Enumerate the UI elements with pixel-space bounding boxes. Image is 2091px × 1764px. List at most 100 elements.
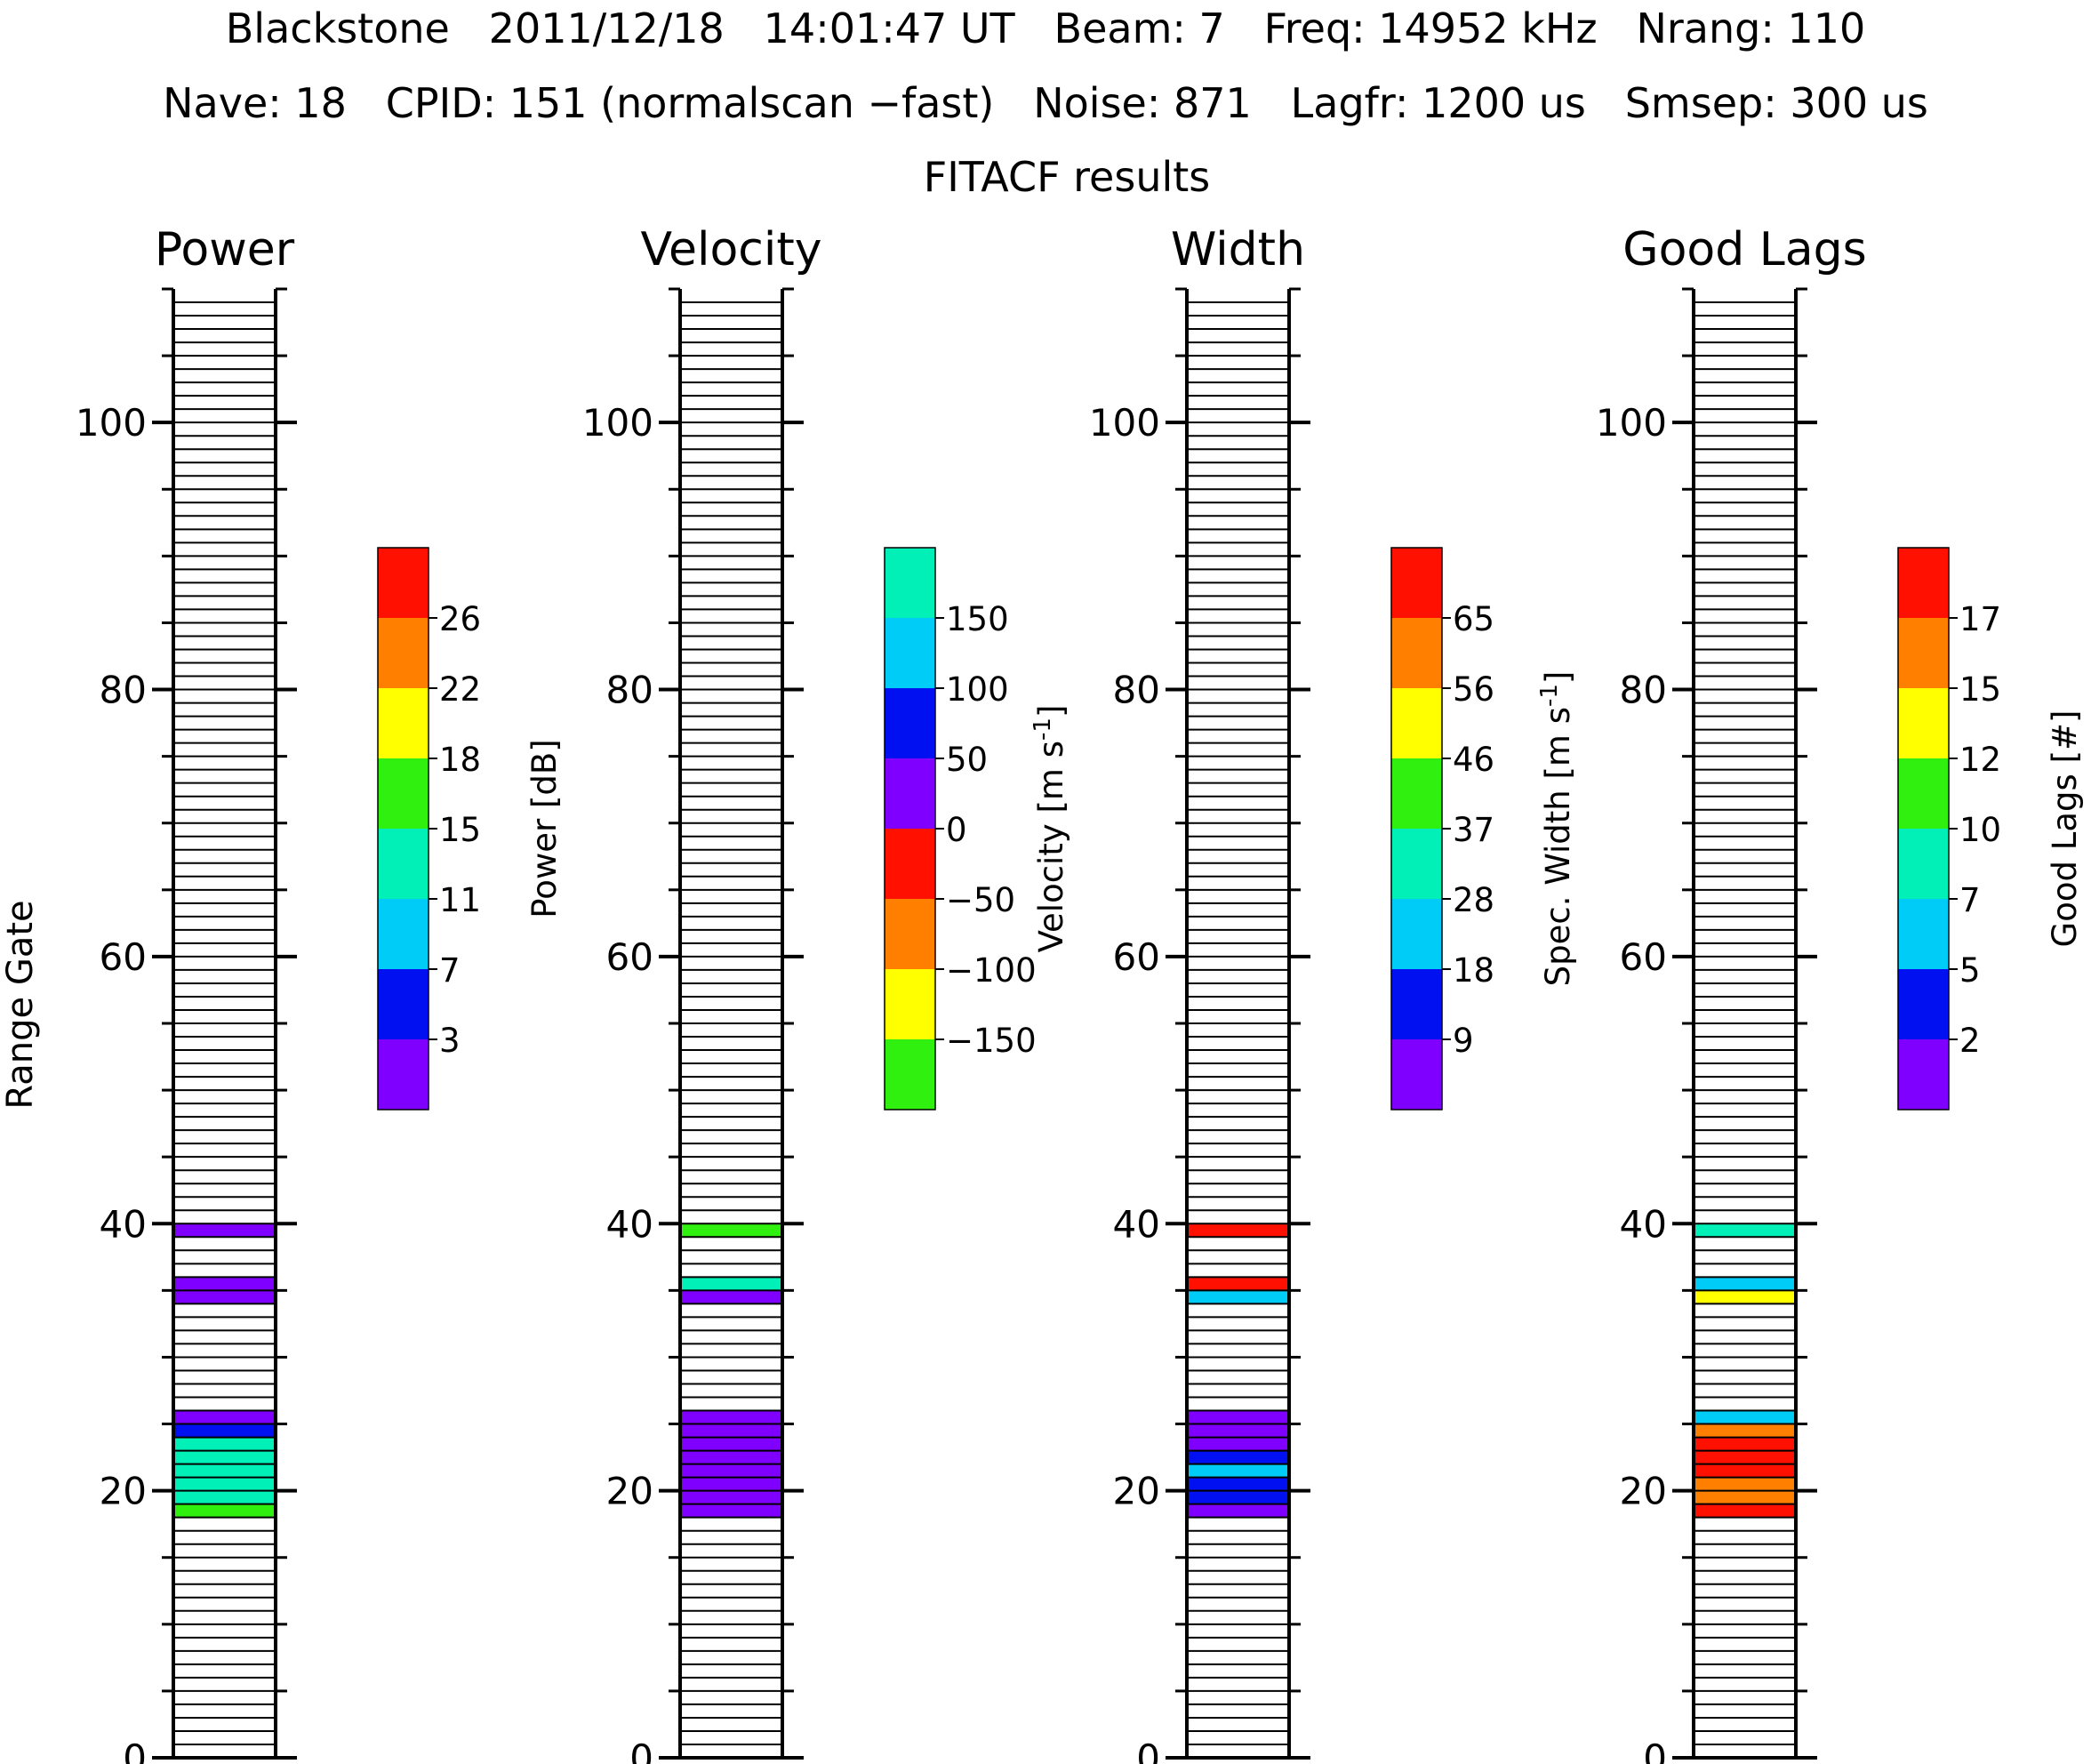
range-gate-cell <box>173 1223 276 1238</box>
colorbar-tick-label: 18 <box>439 741 481 779</box>
range-gate-cell <box>173 1503 276 1518</box>
y-tick-label: 60 <box>100 935 147 979</box>
colorbar-tick-label: 5 <box>1959 951 1981 990</box>
range-gate-cell <box>1187 1503 1289 1518</box>
y-axis-label: Range Gate <box>0 900 41 1109</box>
y-tick-label: 0 <box>1136 1736 1160 1764</box>
header-line-3: FITACF results <box>924 153 1211 201</box>
range-gate-cell <box>1187 1410 1289 1424</box>
range-gate-cell <box>1187 1423 1289 1438</box>
colorbar-swatch <box>1391 969 1442 1039</box>
range-gate-cell <box>1187 1450 1289 1464</box>
colorbar-tick-label: 15 <box>439 811 481 849</box>
y-tick-label: 60 <box>1113 935 1160 979</box>
colorbar-swatch <box>378 548 429 618</box>
colorbar-swatch <box>378 1039 429 1110</box>
y-tick-label: 80 <box>1620 669 1667 712</box>
range-gate-cell <box>1694 1477 1796 1491</box>
header-line-2: Nave: 18 CPID: 151 (normalscan −fast) No… <box>163 79 1928 127</box>
y-tick-label: 0 <box>1643 1736 1667 1764</box>
range-gate-cell <box>173 1477 276 1491</box>
y-tick-label: 20 <box>1620 1470 1667 1513</box>
y-tick-label: 0 <box>123 1736 147 1764</box>
colorbar-swatch <box>1898 688 1949 758</box>
colorbar-swatch <box>1391 829 1442 899</box>
y-tick-label: 40 <box>606 1202 653 1246</box>
colorbar-tick-label: 18 <box>1453 951 1494 990</box>
range-gate-cell <box>173 1290 276 1304</box>
range-gate-cell <box>680 1490 782 1504</box>
y-tick-label: 100 <box>1089 401 1160 445</box>
colorbar-tick-label: 65 <box>1453 600 1494 638</box>
colorbar-swatch <box>1898 829 1949 899</box>
colorbar-tick-label: 100 <box>946 670 1009 709</box>
colorbar-tick-label: 2 <box>1959 1022 1981 1060</box>
panel-width: Width 0 20 40 60 80 100 9 18 28 37 46 56 65 Spec. Widt… <box>1089 223 1577 1764</box>
range-gate-cell <box>173 1410 276 1424</box>
y-tick-label: 40 <box>1620 1202 1667 1246</box>
panel-title-velocity: Velocity <box>641 223 822 277</box>
y-tick-label: 40 <box>100 1202 147 1246</box>
colorbar-tick-label: 3 <box>439 1022 461 1060</box>
range-gate-cell <box>1187 1223 1289 1238</box>
colorbar-swatch <box>378 618 429 688</box>
range-gate-cell <box>680 1223 782 1238</box>
colorbar-swatch <box>378 969 429 1039</box>
colorbar-label-good-lags: Good Lags [#] <box>2046 710 2084 948</box>
panel-title-power: Power <box>155 223 295 277</box>
range-gate-cell <box>1694 1410 1796 1424</box>
colorbar-swatch <box>1898 758 1949 829</box>
colorbar-tick-label: 28 <box>1453 881 1494 919</box>
range-gate-cell <box>680 1423 782 1438</box>
y-tick-label: 20 <box>1113 1470 1160 1513</box>
panel-velocity: Velocity 0 20 40 60 80 100 −150 −100 −50 0 50 100 150… <box>582 223 1070 1764</box>
range-gate-cell <box>680 1477 782 1491</box>
range-gate-cell <box>1187 1463 1289 1478</box>
range-gate-cell <box>1694 1290 1796 1304</box>
colorbar-swatch <box>1898 899 1949 969</box>
colorbar-tick-label: 10 <box>1959 811 2001 849</box>
range-gate-cell <box>173 1450 276 1464</box>
range-gate-cell <box>680 1450 782 1464</box>
range-gate-cell <box>680 1463 782 1478</box>
range-gate-cell <box>173 1437 276 1451</box>
range-gate-cell <box>680 1437 782 1451</box>
range-gate-cell <box>173 1423 276 1438</box>
colorbar-swatch <box>1391 688 1442 758</box>
range-gate-cell <box>680 1410 782 1424</box>
y-tick-label: 100 <box>582 401 653 445</box>
colorbar-tick-label: 7 <box>439 951 461 990</box>
panel-good-lags: Good Lags 0 20 40 60 80 100 2 5 7 10 12 15 17 Good Lag… <box>1596 223 2084 1764</box>
colorbar-tick-label: 9 <box>1453 1022 1474 1060</box>
colorbar-tick-label: −50 <box>946 881 1015 919</box>
y-tick-label: 60 <box>606 935 653 979</box>
colorbar-swatch <box>378 688 429 758</box>
colorbar-tick-label: 26 <box>439 600 481 638</box>
range-gate-cell <box>1187 1437 1289 1451</box>
range-gate-cell <box>1694 1277 1796 1291</box>
colorbar-tick-label: 37 <box>1453 811 1494 849</box>
colorbar-swatch <box>378 899 429 969</box>
colorbar-swatch <box>378 829 429 899</box>
range-gate-cell <box>173 1490 276 1504</box>
colorbar-swatch <box>885 1039 935 1110</box>
colorbar-tick-label: 56 <box>1453 670 1494 709</box>
y-tick-label: 100 <box>76 401 147 445</box>
y-tick-label: 80 <box>1113 669 1160 712</box>
y-tick-label: 40 <box>1113 1202 1160 1246</box>
colorbar-label-power: Power [dB] <box>525 739 564 918</box>
y-tick-label: 60 <box>1620 935 1667 979</box>
colorbar-label-velocity: Velocity [m s-1] <box>1029 705 1070 953</box>
range-gate-cell <box>680 1277 782 1291</box>
range-gate-cell <box>680 1503 782 1518</box>
colorbar-swatch <box>1391 758 1442 829</box>
colorbar-swatch <box>1391 899 1442 969</box>
range-gate-cell <box>1694 1437 1796 1451</box>
colorbar-tick-label: 46 <box>1453 741 1494 779</box>
range-gate-cell <box>173 1463 276 1478</box>
colorbar-tick-label: 150 <box>946 600 1009 638</box>
y-tick-label: 0 <box>629 1736 653 1764</box>
colorbar-tick-label: 11 <box>439 881 481 919</box>
colorbar-tick-label: 7 <box>1959 881 1981 919</box>
